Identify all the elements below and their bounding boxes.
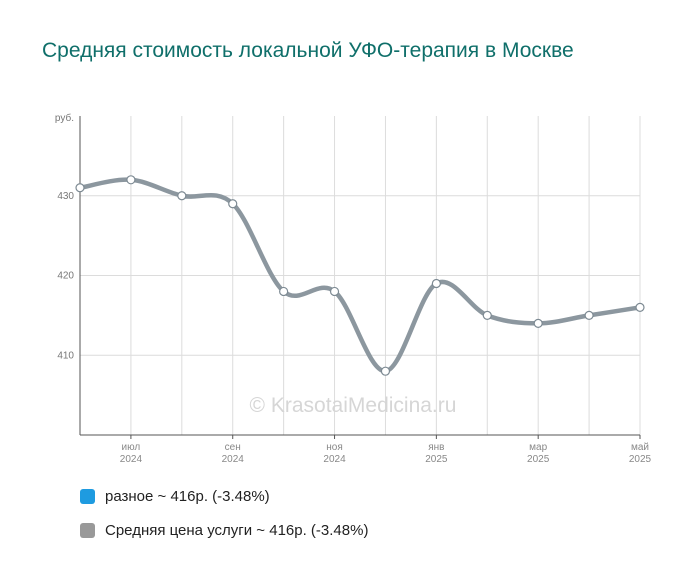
- x-tick-label-month: июл: [122, 442, 141, 453]
- data-point[interactable]: [533, 318, 543, 328]
- data-point[interactable]: [177, 191, 187, 201]
- data-point[interactable]: [279, 286, 289, 297]
- data-point[interactable]: [584, 310, 594, 320]
- data-point[interactable]: [380, 366, 391, 376]
- x-tick-label-year: 2025: [629, 454, 652, 465]
- legend-swatch-raznoe: [80, 488, 95, 504]
- legend-item-average-price[interactable]: Средняя цена услуги ~ 416р. (-3.48%): [80, 520, 368, 540]
- chart-title: Средняя стоимость локальной УФО-терапия …: [42, 39, 574, 62]
- x-tick-label-month: май: [631, 442, 649, 453]
- x-tick-label-month: ноя: [326, 442, 343, 453]
- x-tick-label-year: 2024: [222, 454, 245, 465]
- data-point[interactable]: [228, 199, 238, 209]
- legend: разное ~ 416р. (-3.48%) Средняя цена усл…: [80, 486, 368, 554]
- x-tick-label-year: 2025: [425, 454, 448, 465]
- data-point[interactable]: [635, 302, 645, 312]
- data-point[interactable]: [482, 310, 492, 320]
- x-tick-labels: июл2024сен2024ноя2024янв2025мар2025май20…: [120, 435, 652, 465]
- x-tick-label-month: янв: [428, 442, 444, 453]
- legend-label-raznoe: разное ~ 416р. (-3.48%): [105, 487, 270, 505]
- x-tick-label-year: 2024: [323, 454, 346, 465]
- y-tick-label: 410: [57, 350, 74, 361]
- axes: [79, 116, 640, 436]
- data-point[interactable]: [75, 183, 85, 193]
- data-point[interactable]: [329, 286, 340, 297]
- y-axis-unit-label: руб.: [55, 112, 74, 124]
- data-point[interactable]: [126, 175, 136, 185]
- x-tick-label-month: сен: [225, 442, 241, 453]
- data-points: [75, 175, 645, 376]
- x-tick-label-year: 2024: [120, 454, 143, 465]
- y-tick-labels: 410 420 430: [57, 191, 74, 362]
- legend-swatch-average-price: [80, 522, 95, 538]
- watermark: © KrasotaiMedicina.ru: [250, 394, 457, 417]
- x-tick-label-year: 2025: [527, 454, 550, 465]
- legend-item-raznoe[interactable]: разное ~ 416р. (-3.48%): [80, 486, 368, 506]
- legend-label-average-price: Средняя цена услуги ~ 416р. (-3.48%): [105, 521, 369, 539]
- y-tick-label: 420: [57, 271, 74, 282]
- x-tick-label-month: мар: [529, 442, 547, 453]
- y-tick-label: 430: [57, 191, 74, 202]
- grid-lines: [80, 116, 641, 435]
- data-point[interactable]: [431, 278, 441, 289]
